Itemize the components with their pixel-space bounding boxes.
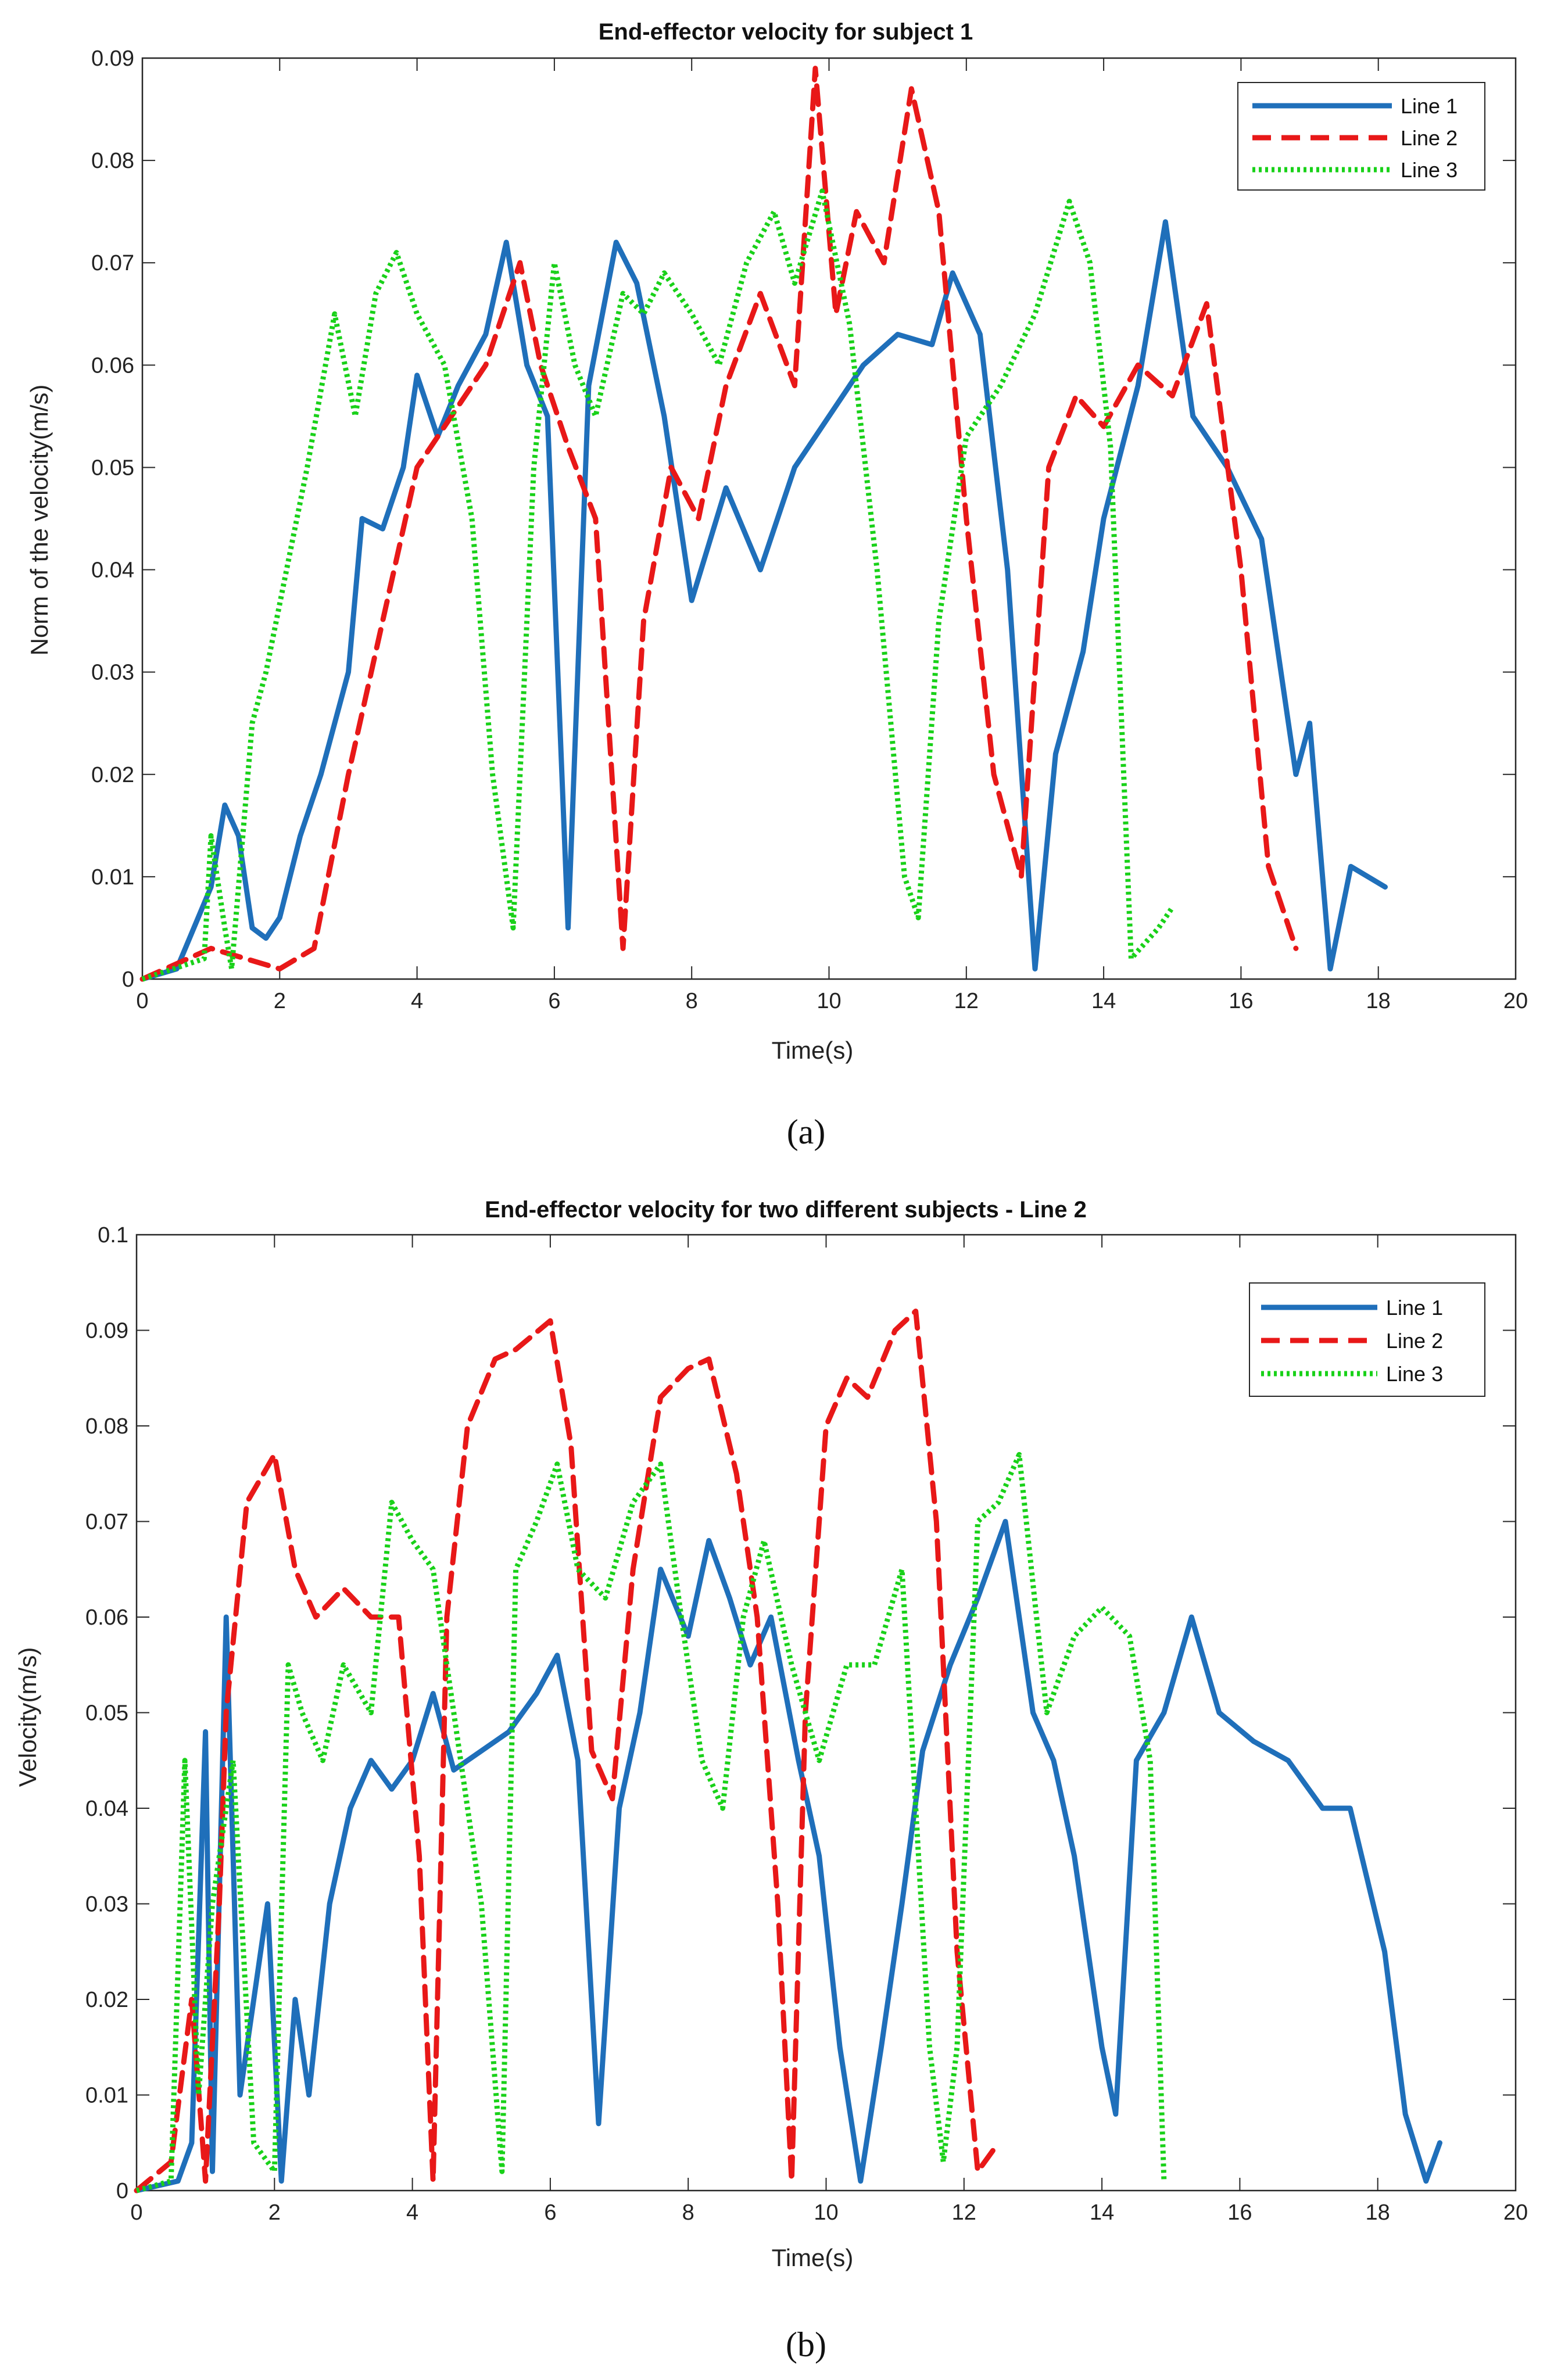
x-tick-label: 8 <box>686 989 698 1013</box>
y-tick-label: 0.09 <box>91 46 134 71</box>
legend-b-line1-label: Line 1 <box>1386 1296 1443 1320</box>
y-tick-label: 0.05 <box>91 456 134 480</box>
x-tick-label: 20 <box>1503 989 1528 1013</box>
y-tick-label: 0.02 <box>91 763 134 787</box>
chart-b-title: End-effector velocity for two different … <box>485 1197 1087 1223</box>
x-tick-label: 14 <box>1090 2200 1114 2225</box>
chart-b-series-line1 <box>134 1519 1442 2193</box>
x-tick-label: 14 <box>1091 989 1116 1013</box>
legend-a-line1-label: Line 1 <box>1401 94 1458 118</box>
panel-a: End-effector velocity for subject 1 0 2 4 6… <box>26 19 1528 1151</box>
x-tick-label: 2 <box>274 989 286 1013</box>
y-tick-label: 0.09 <box>85 1319 128 1343</box>
y-tick-label: 0.07 <box>85 1510 128 1535</box>
chart-a-legend: Line 1 Line 2 Line 3 <box>1237 82 1485 191</box>
y-tick-label: 0.01 <box>91 865 134 890</box>
x-tick-label: 12 <box>954 989 979 1013</box>
legend-a-line3-label: Line 3 <box>1401 158 1458 182</box>
chart-a-caption: (a) <box>787 1113 826 1151</box>
chart-b-xlabel: Time(s) <box>772 2244 854 2271</box>
chart-b-series <box>134 1309 1442 2193</box>
y-tick-label: 0 <box>122 967 134 992</box>
x-tick-label: 16 <box>1227 2200 1252 2225</box>
x-tick-label: 18 <box>1366 989 1391 1013</box>
x-tick-label: 4 <box>406 2200 418 2225</box>
x-tick-label: 8 <box>682 2200 694 2225</box>
y-tick-label: 0.04 <box>85 1797 128 1821</box>
chart-a-y-axis: 0 0.01 0.02 0.03 0.04 0.05 0.06 0.07 0.08 0.09 <box>91 46 1516 992</box>
y-tick-label: 0.02 <box>85 1988 128 2012</box>
chart-a-ylabel: Norm of the velocity(m/s) <box>26 385 53 656</box>
y-tick-label: 0.08 <box>91 149 134 173</box>
y-tick-label: 0.07 <box>91 251 134 275</box>
chart-a-x-axis: 0 2 4 6 8 10 12 14 16 18 20 <box>136 58 1528 1013</box>
x-tick-label: 10 <box>814 2200 838 2225</box>
chart-a-series-line3 <box>141 188 1175 982</box>
x-tick-label: 20 <box>1503 2200 1528 2225</box>
y-tick-label: 0.1 <box>98 1223 128 1248</box>
x-tick-label: 12 <box>952 2200 976 2225</box>
y-tick-label: 0.01 <box>85 2084 128 2108</box>
chart-a-series-line2 <box>139 66 1299 982</box>
y-tick-label: 0.03 <box>85 1892 128 1917</box>
y-tick-label: 0.06 <box>91 353 134 378</box>
y-tick-label: 0.08 <box>85 1414 128 1439</box>
x-tick-label: 6 <box>544 2200 556 2225</box>
legend-b-line2-label: Line 2 <box>1386 1329 1443 1353</box>
chart-b-y-axis: 0 0.01 0.02 0.03 0.04 0.05 0.06 0.07 0.08 0.09 0.1 <box>85 1223 1516 2203</box>
panel-b: End-effector velocity for two different … <box>14 1197 1528 2364</box>
legend-b-line3-label: Line 3 <box>1386 1362 1443 1386</box>
x-tick-label: 4 <box>411 989 423 1013</box>
y-tick-label: 0.03 <box>91 661 134 685</box>
x-tick-label: 10 <box>817 989 841 1013</box>
legend-a-line2-label: Line 2 <box>1401 126 1458 150</box>
x-tick-label: 2 <box>268 2200 281 2225</box>
chart-a-series <box>139 66 1388 982</box>
chart-a-title: End-effector velocity for subject 1 <box>599 19 973 45</box>
x-tick-label: 6 <box>548 989 560 1013</box>
y-tick-label: 0.04 <box>91 558 134 583</box>
chart-b-legend: Line 1 Line 2 Line 3 <box>1249 1282 1485 1397</box>
chart-b-ylabel: Velocity(m/s) <box>14 1647 41 1787</box>
chart-b-x-axis: 0 2 4 6 8 10 12 14 16 18 20 <box>130 1235 1528 2225</box>
x-tick-label: 0 <box>130 2200 142 2225</box>
chart-b-series-line2 <box>134 1309 1001 2193</box>
x-tick-label: 0 <box>136 989 148 1013</box>
y-tick-label: 0 <box>116 2179 128 2203</box>
chart-a-plot-area <box>141 57 1517 980</box>
chart-b-caption: (b) <box>786 2325 826 2364</box>
chart-a-xlabel: Time(s) <box>772 1037 854 1064</box>
x-tick-label: 18 <box>1366 2200 1390 2225</box>
chart-a-series-line1 <box>139 219 1388 982</box>
y-tick-label: 0.05 <box>85 1701 128 1726</box>
y-tick-label: 0.06 <box>85 1605 128 1630</box>
x-tick-label: 16 <box>1229 989 1253 1013</box>
